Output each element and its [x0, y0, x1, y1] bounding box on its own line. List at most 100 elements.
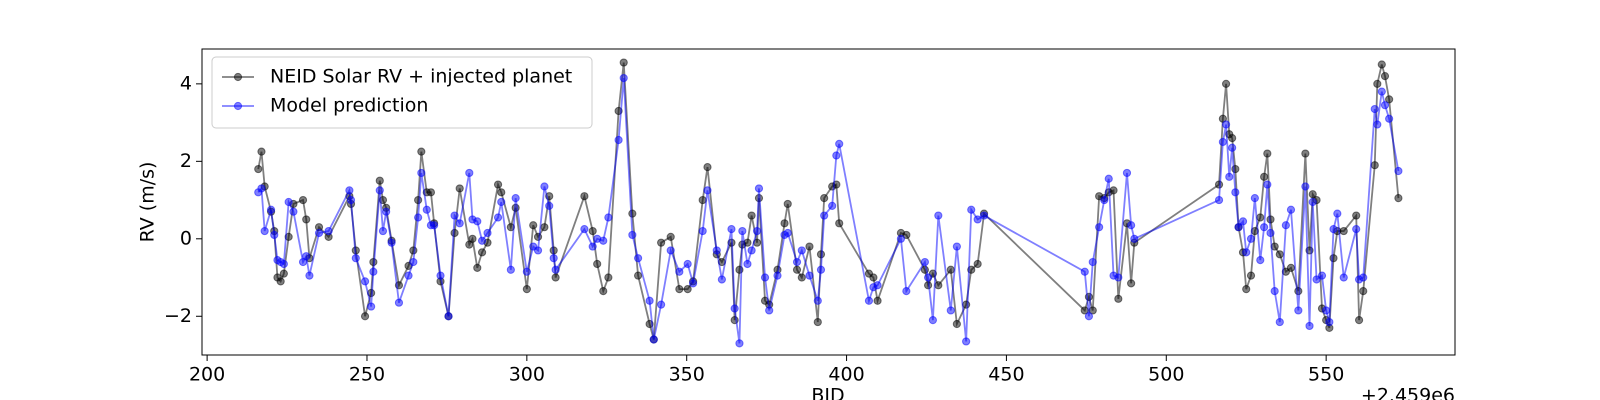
data-point	[455, 219, 464, 228]
data-point	[551, 265, 560, 274]
data-point	[279, 259, 288, 269]
data-point	[1084, 312, 1094, 321]
data-point	[1286, 205, 1296, 214]
data-point	[628, 209, 637, 218]
data-point	[666, 232, 675, 241]
data-point	[1242, 285, 1251, 294]
data-point	[1221, 120, 1231, 129]
data-point	[1095, 223, 1104, 232]
data-point	[816, 265, 826, 274]
data-point	[1263, 149, 1272, 158]
data-point	[1260, 223, 1269, 232]
data-point	[1373, 79, 1382, 88]
data-point	[923, 273, 933, 282]
data-point	[1127, 279, 1136, 288]
data-point	[657, 300, 666, 309]
data-point	[1325, 317, 1334, 327]
data-point	[314, 228, 324, 238]
data-point	[1256, 213, 1265, 222]
data-point	[257, 184, 266, 193]
data-point	[645, 296, 654, 305]
data-point	[783, 199, 792, 209]
x-tick-label: 250	[349, 364, 385, 386]
legend-swatch-marker	[233, 101, 243, 111]
data-point	[473, 217, 482, 226]
data-point	[675, 285, 684, 294]
data-point	[952, 242, 961, 251]
data-point	[367, 302, 376, 311]
y-tick-label: 2	[180, 150, 192, 172]
data-point	[1312, 275, 1321, 284]
data-point	[1385, 114, 1394, 123]
data-point	[683, 285, 692, 294]
data-point	[302, 252, 311, 261]
data-point	[1214, 195, 1224, 205]
data-point	[455, 184, 464, 193]
data-point	[305, 271, 314, 280]
data-point	[302, 215, 311, 224]
data-point	[284, 197, 293, 207]
data-point	[414, 213, 423, 222]
data-point	[797, 246, 806, 255]
data-point	[493, 180, 503, 189]
data-point	[1130, 234, 1139, 243]
data-point	[1260, 172, 1269, 181]
data-point	[1385, 95, 1394, 104]
data-point	[1266, 228, 1275, 238]
data-point	[835, 139, 844, 148]
data-point	[1263, 180, 1272, 189]
data-point	[414, 195, 423, 205]
data-point	[962, 337, 971, 346]
data-point	[1122, 168, 1132, 178]
plot-frame	[201, 48, 1456, 356]
data-point	[1329, 225, 1338, 234]
data-point	[902, 230, 911, 240]
data-point	[1225, 172, 1234, 181]
data-point	[967, 205, 976, 214]
data-point	[298, 195, 308, 205]
data-point	[1088, 257, 1097, 267]
data-point	[1333, 209, 1342, 218]
data-point	[1322, 306, 1331, 315]
data-point	[599, 236, 608, 245]
series-line	[257, 77, 1400, 344]
data-point	[634, 271, 643, 280]
data-point	[529, 221, 538, 230]
data-point	[409, 246, 418, 255]
data-point	[1231, 188, 1240, 197]
data-point	[1109, 186, 1118, 195]
data-point	[946, 265, 955, 274]
data-point	[1352, 211, 1361, 220]
data-point	[946, 306, 955, 315]
data-point	[360, 277, 370, 286]
data-point	[973, 215, 982, 224]
data-point	[430, 221, 439, 230]
data-point	[760, 273, 770, 282]
data-point	[754, 184, 764, 193]
data-point	[1305, 321, 1314, 331]
data-point	[752, 226, 762, 236]
data-point	[604, 273, 613, 282]
data-point	[1354, 316, 1364, 325]
data-point	[497, 197, 506, 207]
data-point	[902, 286, 911, 296]
data-point	[588, 226, 597, 236]
data-point	[580, 225, 589, 234]
data-point	[580, 192, 589, 201]
data-point	[1228, 143, 1237, 152]
data-point	[493, 213, 503, 222]
data-point	[1114, 294, 1123, 303]
data-point	[703, 163, 712, 172]
data-point	[477, 248, 487, 257]
data-point	[1275, 317, 1284, 327]
data-point	[920, 257, 929, 267]
data-point	[792, 265, 802, 274]
data-point	[1246, 271, 1256, 280]
data-point	[468, 234, 477, 243]
data-point	[730, 304, 739, 313]
data-point	[1394, 194, 1403, 203]
data-point	[873, 296, 882, 305]
data-point	[896, 234, 906, 243]
data-point	[540, 223, 549, 232]
